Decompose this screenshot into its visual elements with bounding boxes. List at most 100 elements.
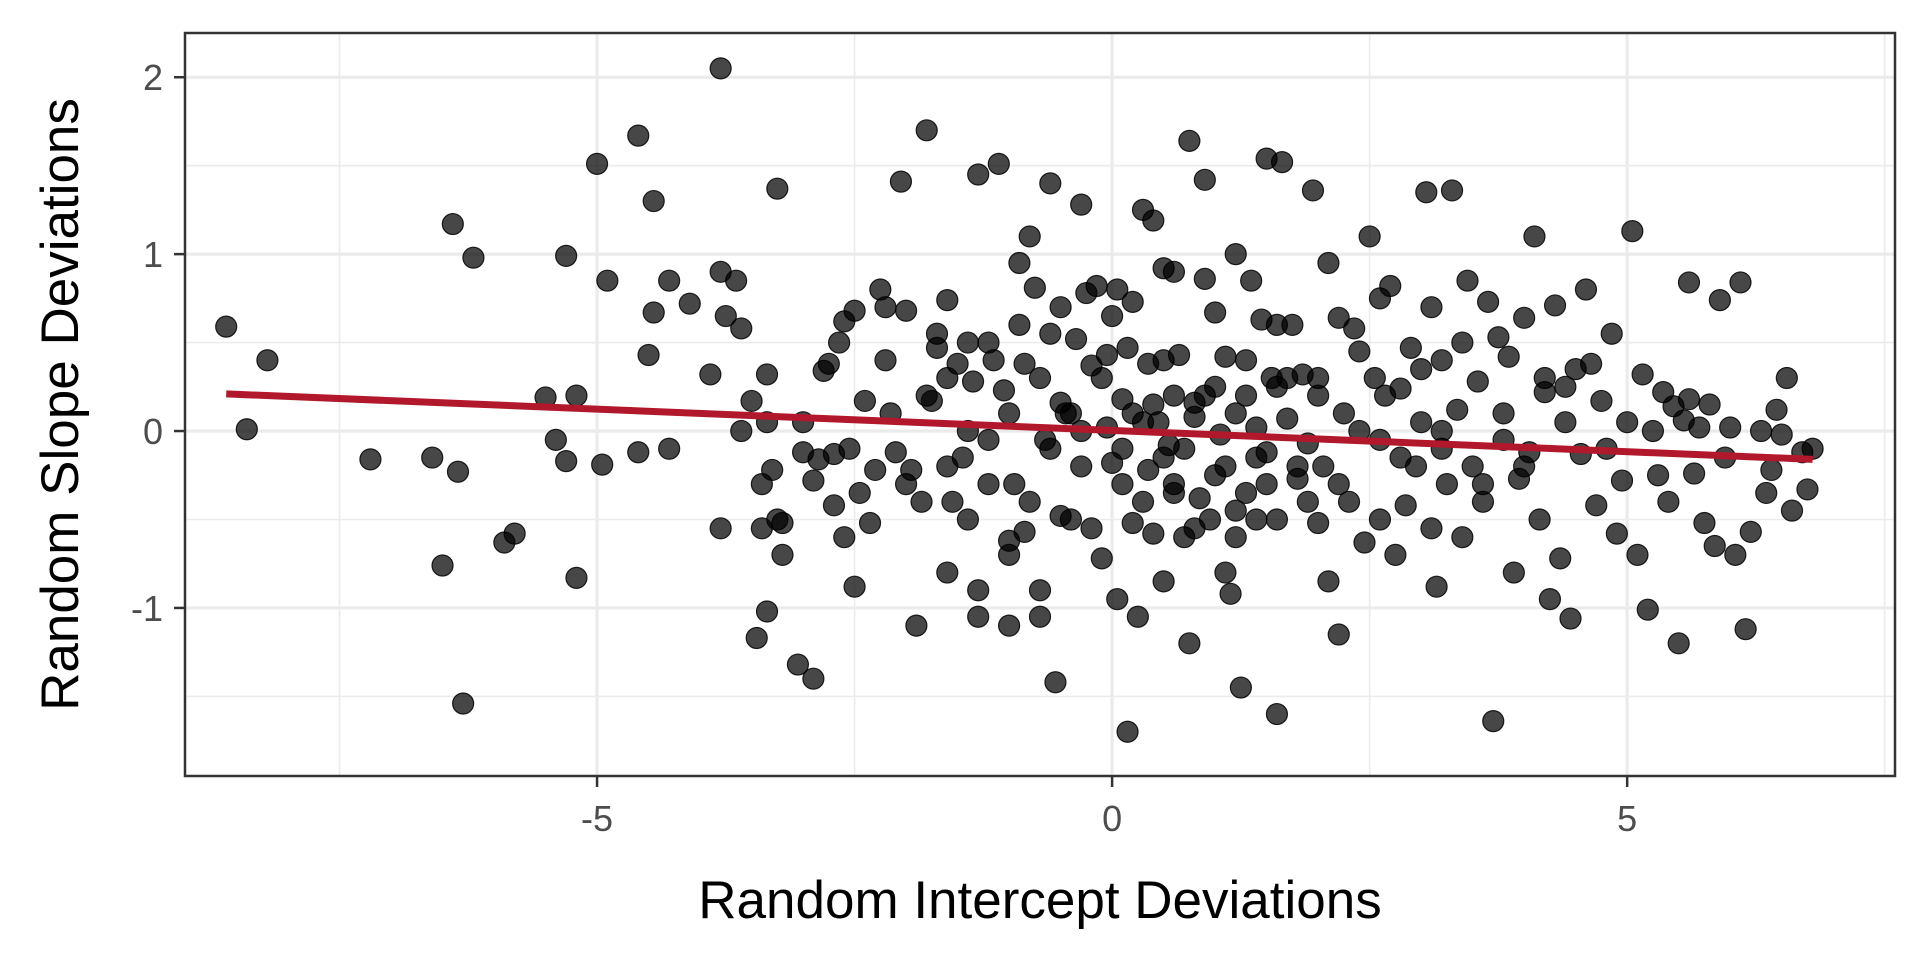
panel-border (183, 31, 1897, 778)
data-point (256, 349, 279, 372)
data-point (1178, 632, 1201, 655)
data-point (1471, 473, 1495, 496)
data-point (1214, 561, 1237, 584)
data-point (1255, 473, 1278, 496)
data-point (1121, 290, 1144, 313)
data-point (596, 269, 619, 292)
data-point (1234, 349, 1258, 372)
data-point (1543, 294, 1567, 317)
data-point (1090, 366, 1113, 390)
y-tick-label: -1 (131, 588, 163, 629)
x-axis-title: Random Intercept Deviations (698, 871, 1381, 930)
y-tick-label: 1 (143, 234, 163, 275)
data-point (1487, 326, 1510, 349)
data-point (817, 352, 840, 375)
data-point (802, 667, 825, 690)
data-point (1425, 575, 1448, 598)
data-point (1327, 306, 1350, 329)
data-point (1348, 340, 1371, 363)
data-point (910, 490, 933, 513)
data-point (1317, 251, 1340, 275)
data-point (894, 299, 918, 322)
data-point (1126, 605, 1149, 628)
data-point (967, 579, 990, 602)
data-point (1116, 336, 1139, 359)
data-point (1265, 508, 1289, 531)
data-point (1193, 168, 1216, 191)
data-point (544, 428, 567, 451)
data-point (1173, 437, 1196, 460)
data-point (446, 460, 470, 483)
data-point (961, 370, 985, 393)
data-point (1626, 543, 1649, 566)
data-point (1399, 336, 1422, 359)
data-point (874, 296, 897, 319)
data-point (1059, 402, 1083, 425)
data-point (1204, 464, 1227, 487)
data-point (1070, 193, 1093, 216)
data-point (1389, 377, 1412, 400)
data-point (1193, 267, 1216, 290)
data-point (1667, 632, 1690, 655)
data-point (1420, 296, 1443, 319)
data-point (977, 331, 1000, 354)
data-point (1440, 179, 1464, 202)
x-tick-label: 0 (1102, 798, 1122, 839)
data-point (1389, 446, 1412, 469)
data-point (1600, 322, 1623, 345)
trend-line (226, 390, 1813, 463)
data-point (941, 490, 964, 513)
data-point (967, 163, 990, 186)
data-point (359, 448, 382, 471)
data-point (936, 366, 959, 390)
data-point (1677, 388, 1701, 411)
data-point (1003, 473, 1026, 496)
data-point (1106, 278, 1129, 301)
data-point (1410, 358, 1433, 381)
data-point (1538, 587, 1562, 611)
data-point (1018, 490, 1041, 513)
data-point (1363, 366, 1386, 390)
data-point (642, 189, 665, 213)
data-point (1188, 487, 1211, 510)
data-point (1023, 276, 1046, 299)
data-point (1070, 455, 1093, 478)
data-point (1013, 520, 1036, 543)
data-point (1234, 384, 1258, 407)
y-tick-label: 2 (143, 57, 163, 98)
data-point (1559, 607, 1582, 630)
data-point (848, 481, 871, 505)
data-point (452, 692, 475, 715)
data-point (1353, 531, 1376, 554)
data-point (1482, 710, 1505, 733)
data-point (699, 363, 722, 386)
x-axis-ticks: -5 0 5 (581, 776, 1637, 839)
data-point (1312, 455, 1335, 478)
data-point (1106, 587, 1129, 611)
data-point (1142, 209, 1165, 232)
data-point (1039, 322, 1062, 345)
data-point (766, 177, 789, 200)
data-point (1451, 526, 1474, 549)
data-point (1708, 289, 1731, 312)
data-point (627, 124, 650, 147)
data-point (833, 526, 856, 549)
data-point (997, 402, 1021, 425)
data-point (503, 522, 526, 545)
data-point (977, 428, 1000, 451)
data-point (1466, 370, 1489, 393)
data-point (936, 289, 959, 312)
x-tick-label: 5 (1617, 798, 1637, 839)
data-point (1358, 225, 1381, 248)
data-point (1245, 508, 1268, 531)
data-point (1265, 375, 1289, 398)
data-point (1028, 605, 1052, 628)
data-point (1234, 481, 1258, 505)
data-point (745, 626, 768, 650)
data-point (956, 331, 979, 354)
data-point (1585, 494, 1608, 517)
data-point (1183, 405, 1206, 428)
data-point (1317, 570, 1340, 593)
data-point (1343, 317, 1366, 340)
